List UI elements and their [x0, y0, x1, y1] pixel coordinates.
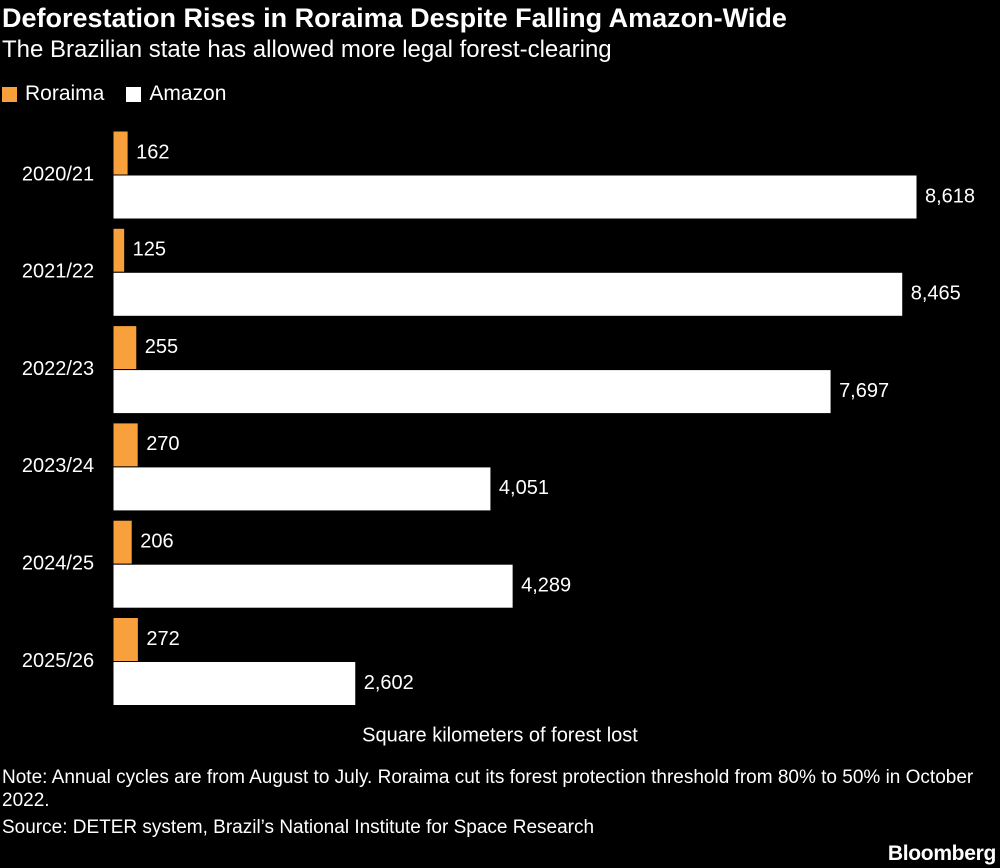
data-label-roraima: 125	[133, 239, 166, 261]
data-label-amazon: 8,465	[911, 283, 961, 305]
legend-label-amazon: Amazon	[149, 82, 227, 105]
data-label-roraima: 272	[146, 628, 179, 650]
bar-roraima	[112, 422, 139, 468]
bar-amazon	[112, 271, 904, 317]
bar-amazon	[112, 369, 832, 415]
data-label-amazon: 4,051	[499, 477, 549, 499]
data-label-amazon: 2,602	[364, 672, 414, 694]
category-label: 2022/23	[22, 358, 94, 380]
data-label-amazon: 7,697	[839, 380, 889, 402]
bar-chart: 2020/21 162 8,618 2021/22 125 8,465 2022/23 255…	[22, 130, 975, 746]
bar-roraima	[112, 617, 139, 662]
data-label-roraima: 255	[145, 336, 178, 358]
data-label-roraima: 270	[146, 433, 179, 455]
bar-roraima	[112, 519, 133, 565]
category-label: 2020/21	[22, 163, 94, 185]
bar-amazon	[112, 563, 514, 609]
category-label: 2023/24	[22, 455, 94, 477]
category-label: 2021/22	[22, 261, 94, 283]
legend-item-roraima: Roraima	[2, 82, 104, 106]
bar-roraima	[112, 227, 126, 273]
chart-note: Note: Annual cycles are from August to J…	[2, 767, 974, 811]
bar-amazon	[112, 466, 492, 512]
bar-amazon	[112, 174, 918, 220]
chart-source: Source: DETER system, Brazil’s National …	[2, 817, 595, 838]
chart-title: Deforestation Rises in Roraima Despite F…	[2, 3, 787, 33]
data-label-roraima: 162	[136, 141, 169, 163]
bar-roraima	[112, 130, 129, 176]
bloomberg-logo: Bloomberg	[887, 842, 996, 865]
category-label: 2025/26	[22, 650, 94, 672]
chart-subtitle: The Brazilian state has allowed more leg…	[2, 36, 612, 63]
legend: Roraima Amazon	[2, 82, 248, 106]
data-label-amazon: 4,289	[521, 574, 571, 596]
bar-roraima	[112, 325, 138, 371]
legend-label-roraima: Roraima	[25, 82, 105, 105]
bar-amazon	[112, 661, 357, 706]
x-axis-title: Square kilometers of forest lost	[362, 724, 638, 746]
data-label-roraima: 206	[140, 530, 173, 552]
legend-swatch-roraima	[2, 86, 17, 102]
category-label: 2024/25	[22, 552, 94, 574]
legend-item-amazon: Amazon	[126, 82, 226, 106]
data-label-amazon: 8,618	[925, 185, 975, 207]
legend-swatch-amazon	[126, 86, 142, 102]
